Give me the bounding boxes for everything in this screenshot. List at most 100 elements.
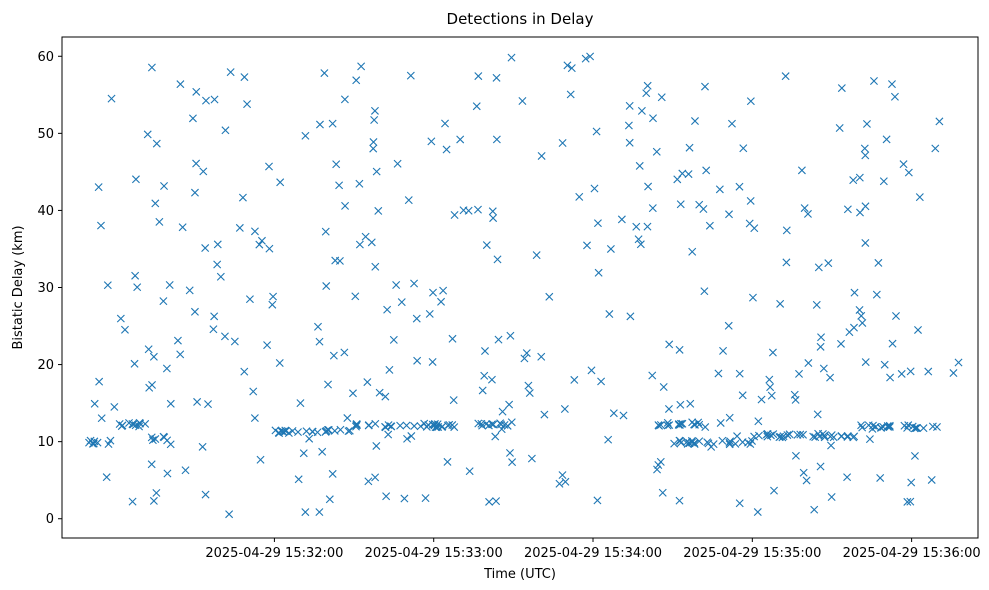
data-point	[249, 387, 258, 396]
data-point	[907, 478, 916, 487]
x-tick-label: 2025-04-29 15:33:00	[365, 546, 503, 561]
data-point	[371, 473, 380, 482]
data-point	[268, 300, 277, 309]
data-point	[624, 121, 633, 130]
data-point	[385, 365, 394, 374]
data-point	[700, 287, 709, 296]
data-point	[160, 433, 169, 442]
data-point	[781, 72, 790, 81]
data-point	[352, 76, 361, 85]
data-point	[276, 178, 285, 187]
data-point	[176, 80, 185, 89]
data-point	[824, 259, 833, 268]
data-point	[648, 204, 657, 213]
data-point	[340, 348, 349, 357]
data-point	[465, 467, 474, 476]
data-point	[345, 426, 354, 435]
data-point	[673, 175, 682, 184]
data-point	[537, 352, 546, 361]
data-point	[155, 217, 164, 226]
data-point	[265, 244, 274, 253]
data-point	[739, 144, 748, 153]
data-point	[654, 421, 663, 430]
data-point	[835, 124, 844, 133]
data-point	[803, 209, 812, 218]
data-point	[165, 281, 174, 290]
data-point	[899, 160, 908, 169]
data-point	[220, 332, 229, 341]
data-point	[478, 386, 487, 395]
data-point	[107, 94, 116, 103]
data-point	[590, 184, 599, 193]
data-point	[281, 426, 290, 435]
data-point	[324, 380, 333, 389]
data-point	[491, 432, 500, 441]
data-point	[625, 101, 634, 110]
data-point	[592, 127, 601, 136]
data-point	[308, 427, 317, 436]
data-point	[116, 314, 125, 323]
x-axis-label: Time (UTC)	[483, 567, 556, 582]
data-point	[575, 192, 584, 201]
data-point	[763, 432, 772, 441]
data-point	[402, 421, 411, 430]
data-point	[404, 196, 413, 205]
data-point	[430, 419, 439, 428]
data-point	[406, 71, 415, 80]
data-point	[328, 469, 337, 478]
data-point	[240, 367, 249, 376]
data-point	[428, 420, 437, 429]
data-point	[705, 221, 714, 230]
data-point	[190, 188, 199, 197]
data-point	[488, 207, 497, 216]
data-point	[343, 414, 352, 423]
data-point	[707, 442, 716, 451]
data-point	[320, 69, 329, 78]
data-point	[129, 420, 138, 429]
data-point	[95, 377, 104, 386]
data-point	[719, 346, 728, 355]
data-point	[393, 159, 402, 168]
data-point	[397, 298, 406, 307]
data-point	[472, 102, 481, 111]
data-point	[524, 381, 533, 390]
data-point	[256, 455, 265, 464]
y-tick-label: 60	[37, 50, 54, 65]
data-point	[567, 64, 576, 73]
data-point	[375, 388, 384, 397]
data-point	[931, 144, 940, 153]
data-point	[890, 92, 899, 101]
data-point	[606, 244, 615, 253]
data-point	[695, 437, 704, 446]
data-point	[456, 135, 465, 144]
data-point	[353, 421, 361, 429]
data-point	[532, 251, 541, 260]
data-point	[560, 405, 569, 413]
data-point	[148, 380, 157, 389]
data-point	[131, 175, 140, 184]
data-point	[855, 173, 864, 182]
data-point	[587, 366, 596, 375]
data-point	[299, 449, 308, 458]
data-point	[213, 260, 222, 269]
data-point	[776, 432, 785, 441]
data-point	[731, 439, 740, 448]
data-point	[481, 347, 489, 356]
data-point	[678, 419, 687, 428]
data-point	[656, 421, 665, 430]
data-point	[94, 183, 103, 192]
y-tick-label: 20	[37, 358, 54, 373]
data-point	[686, 399, 695, 408]
data-point	[498, 407, 507, 416]
y-tick-label: 30	[37, 281, 54, 296]
data-point	[522, 349, 531, 358]
data-point	[413, 356, 422, 365]
data-point	[659, 383, 668, 392]
data-point	[445, 420, 454, 429]
data-point	[782, 258, 791, 267]
data-point	[676, 200, 685, 209]
data-point	[250, 227, 259, 236]
data-point	[204, 400, 213, 409]
